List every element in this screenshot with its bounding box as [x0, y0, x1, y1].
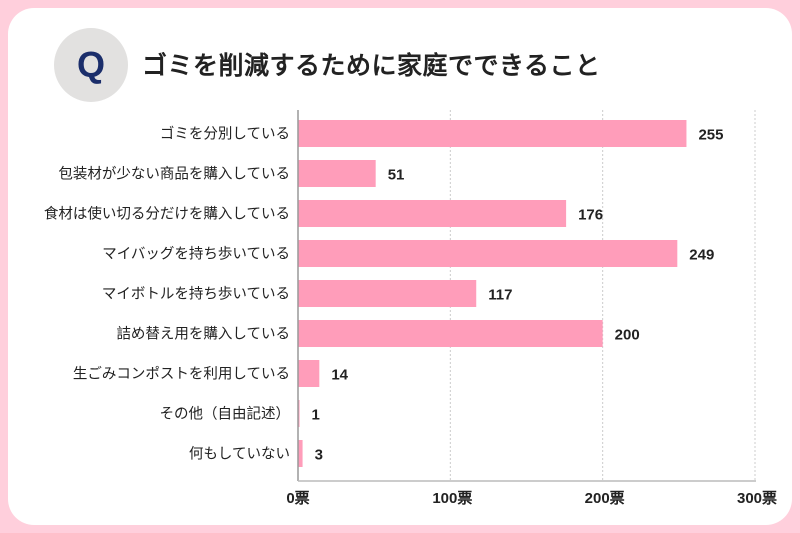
data-label: 3: [315, 447, 323, 464]
x-tick-label: 100票: [432, 490, 472, 507]
x-tick-label: 300票: [737, 490, 777, 507]
bar: [298, 160, 376, 187]
data-label: 200: [615, 327, 640, 344]
category-label: マイバッグを持ち歩いている: [102, 246, 290, 263]
bar: [298, 400, 300, 427]
category-label: マイボトルを持ち歩いている: [102, 286, 290, 303]
category-label: ゴミを分別している: [160, 125, 290, 143]
bar: [298, 120, 687, 147]
data-label: 176: [578, 207, 603, 224]
category-label: 生ごみコンポストを利用している: [73, 366, 290, 383]
bar: [298, 240, 678, 267]
data-label: 255: [698, 127, 723, 144]
category-label: 詰め替え用を購入している: [116, 326, 290, 343]
bar: [298, 320, 603, 347]
data-label: 51: [388, 167, 405, 184]
x-tick-label: 200票: [585, 490, 625, 507]
bar: [298, 360, 320, 387]
question-badge: Q: [54, 28, 128, 102]
data-label: 117: [488, 287, 512, 304]
category-label: 何もしていない: [189, 446, 290, 463]
data-label: 1: [312, 407, 320, 424]
bar: [298, 440, 303, 467]
x-tick-label: 0票: [286, 490, 309, 507]
bar: [298, 280, 477, 307]
category-label: その他（自由記述）: [160, 406, 291, 423]
category-label: 食材は使い切る分だけを購入している: [44, 206, 290, 223]
data-label: 14: [331, 367, 348, 384]
data-label: 249: [689, 247, 714, 264]
chart-title: ゴミを削減するために家庭でできること: [142, 51, 601, 80]
bar: [298, 200, 567, 227]
category-label: 包装材が少ない商品を購入している: [58, 166, 290, 183]
